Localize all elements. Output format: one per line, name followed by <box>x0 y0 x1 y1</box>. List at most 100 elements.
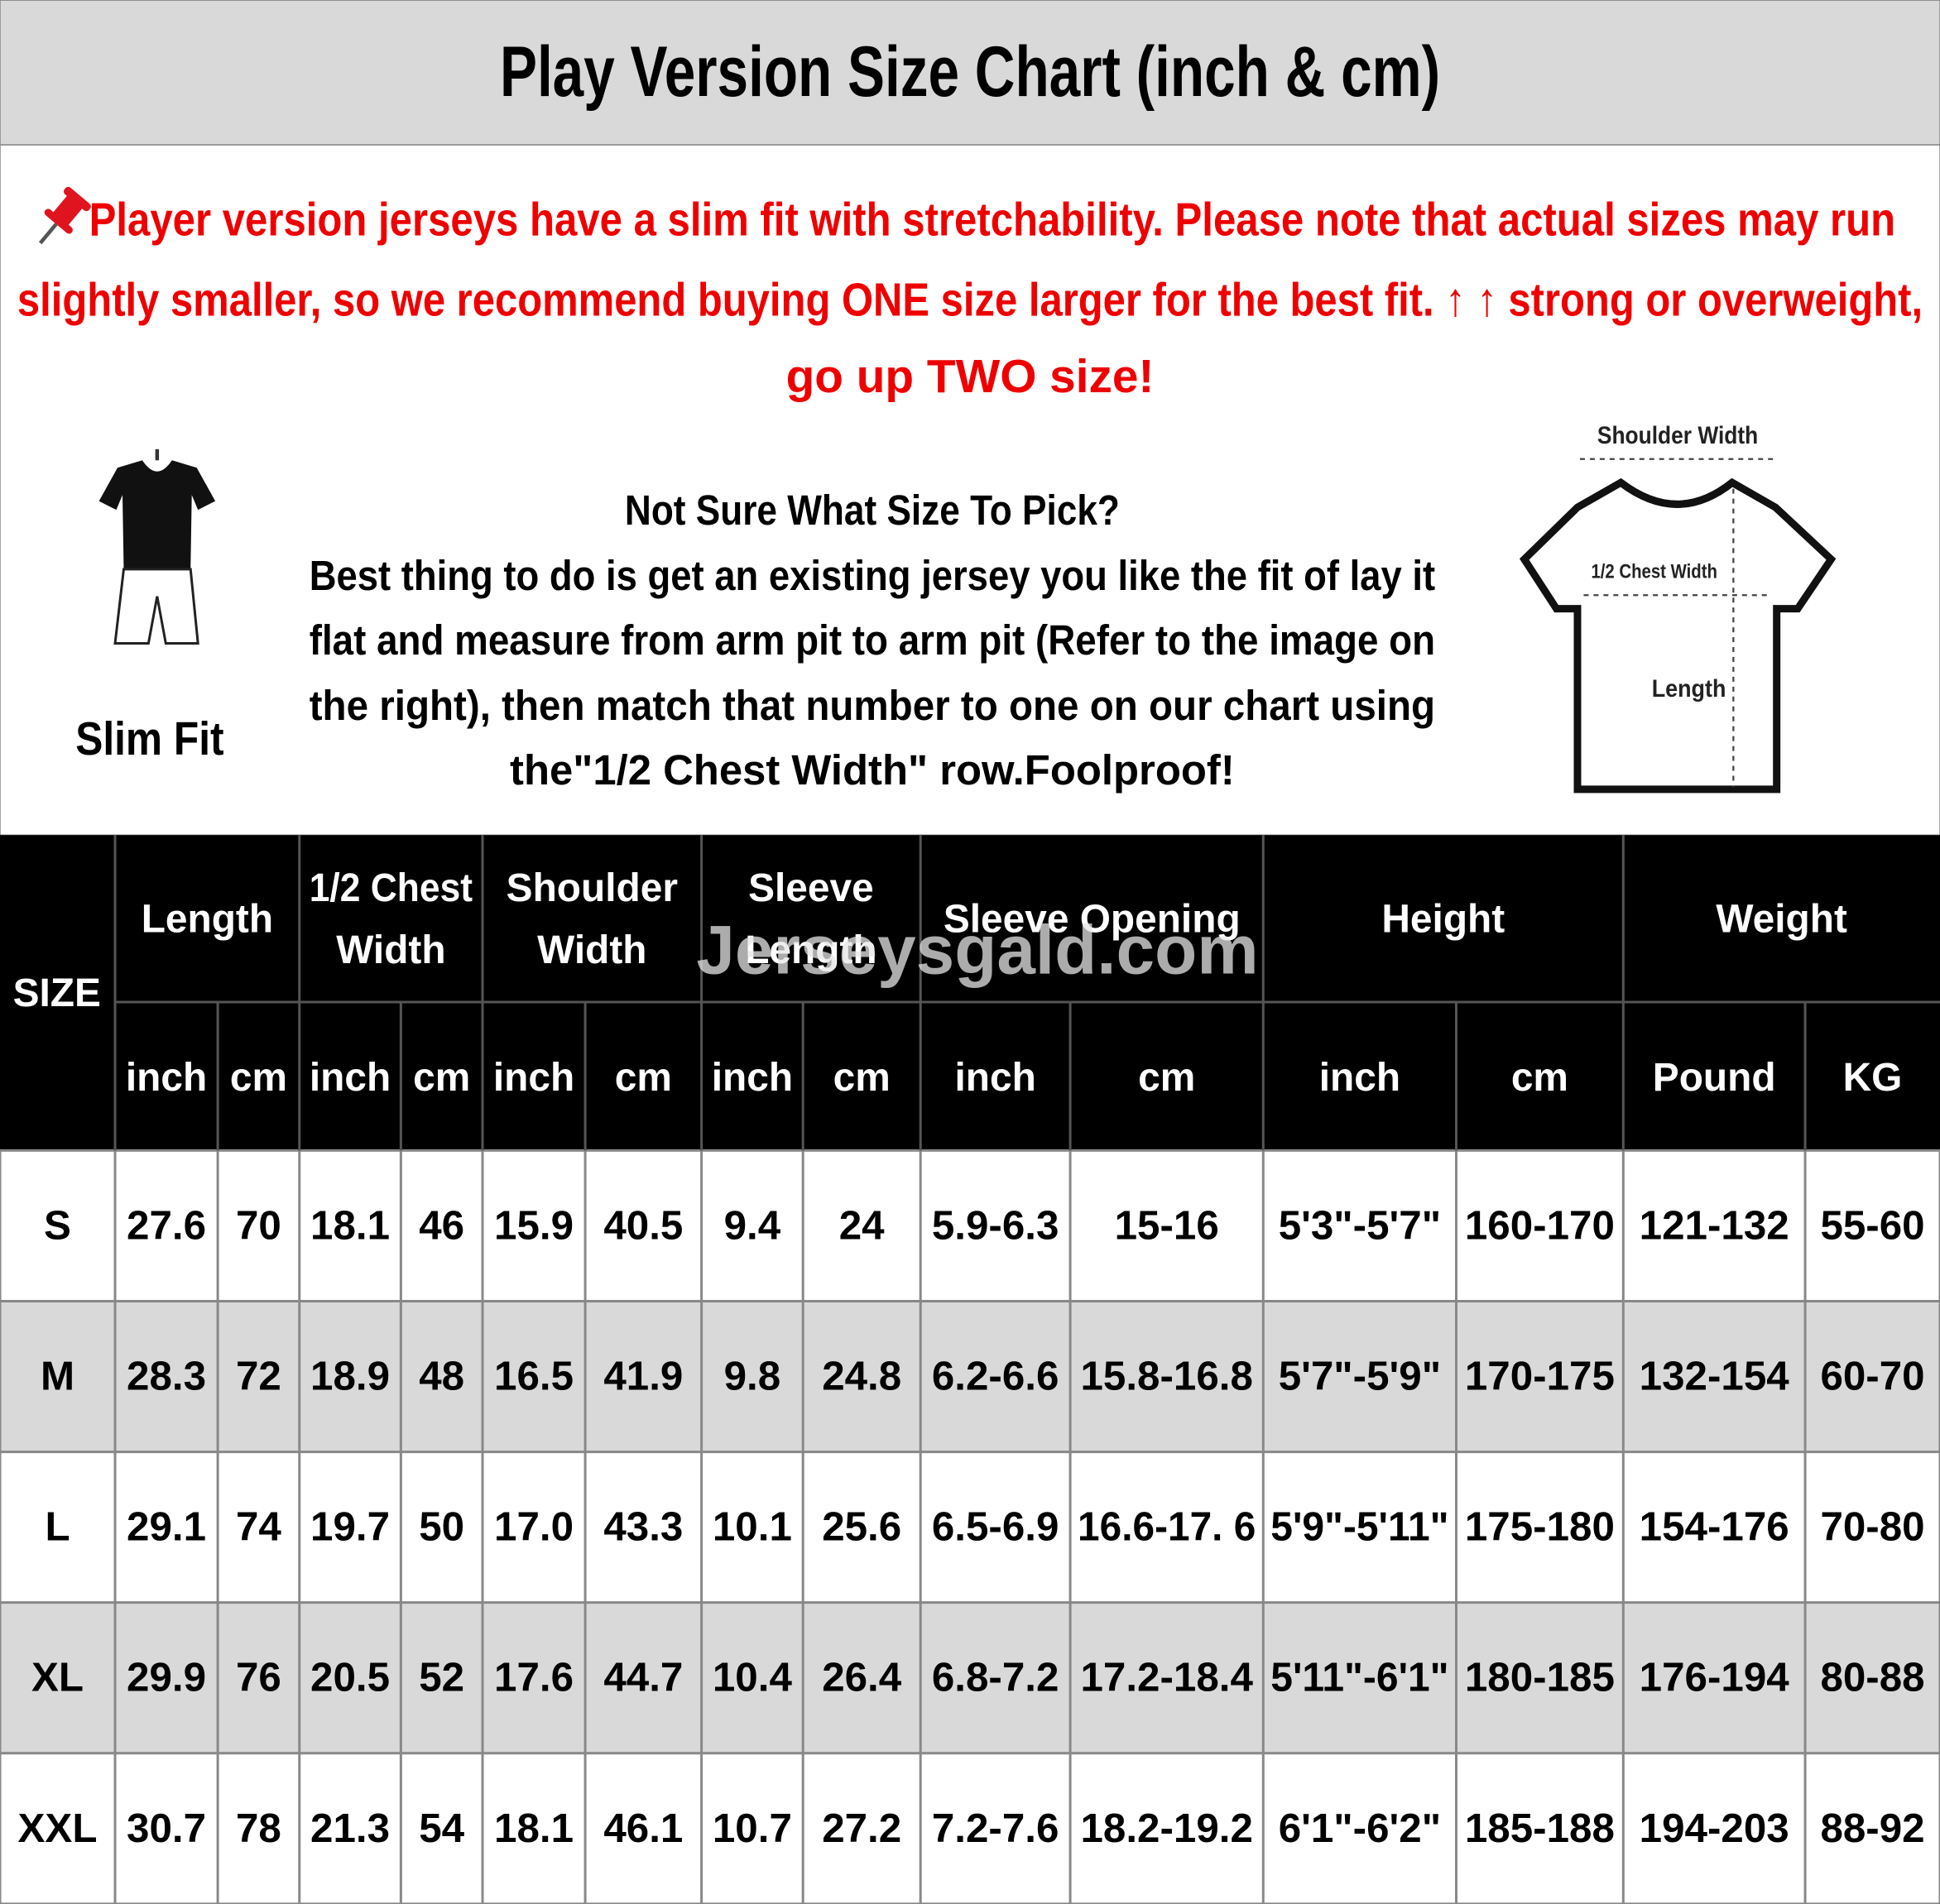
table-cell: 74 <box>236 1504 281 1550</box>
table-cell: 9.4 <box>724 1202 781 1248</box>
size-header: SIZE <box>13 971 101 1015</box>
sub-header: inch <box>954 1056 1035 1100</box>
table-cell: 194-203 <box>1640 1806 1789 1851</box>
sub-header: inch <box>126 1056 207 1100</box>
table-header <box>0 835 1940 1151</box>
table-cell: 7.2-7.6 <box>932 1806 1059 1851</box>
table-cell: 170-175 <box>1465 1354 1615 1399</box>
fit-label: Slim Fit <box>75 713 223 765</box>
table-row <box>0 1753 1940 1904</box>
group-header: Width <box>537 928 646 972</box>
table-cell: 15.8-16.8 <box>1080 1354 1252 1399</box>
table-cell: S <box>44 1202 71 1248</box>
table-cell: 41.9 <box>603 1354 683 1399</box>
group-header: Weight <box>1716 898 1847 942</box>
table-cell: 160-170 <box>1465 1202 1615 1248</box>
table-cell: 40.5 <box>603 1202 683 1248</box>
slim-fit-figure <box>98 448 216 645</box>
table-cell: 5'7"-5'9" <box>1279 1354 1441 1399</box>
table-cell: 18.9 <box>310 1354 390 1399</box>
sub-header: cm <box>230 1056 287 1100</box>
group-header: Shoulder <box>507 866 678 910</box>
group-header: Length <box>142 898 273 942</box>
table-cell: 10.4 <box>713 1655 793 1700</box>
table-cell: 24.8 <box>822 1354 901 1399</box>
group-header: Width <box>336 928 445 972</box>
title-bar <box>0 0 1940 146</box>
table-row <box>0 1301 1940 1452</box>
table-cell: 17.0 <box>494 1504 574 1550</box>
notice-line: go up TWO size! <box>786 351 1155 403</box>
table-cell: 70 <box>236 1202 281 1248</box>
table-cell: 17.2-18.4 <box>1080 1655 1253 1700</box>
table-cell: 121-132 <box>1640 1202 1789 1248</box>
table-cell: 52 <box>419 1655 464 1700</box>
sub-header: cm <box>615 1056 672 1100</box>
table-cell: 76 <box>236 1655 281 1700</box>
table-cell: 5'9"-5'11" <box>1270 1504 1448 1550</box>
table-cell: 15.9 <box>494 1202 574 1248</box>
table-cell: 9.8 <box>724 1354 781 1399</box>
table-cell: 29.9 <box>127 1655 206 1700</box>
table-cell: XXL <box>18 1806 98 1851</box>
shirt-diagram <box>1519 458 1837 794</box>
table-cell: 43.3 <box>603 1504 683 1550</box>
table-cell: 17.6 <box>494 1655 574 1700</box>
pin-icon <box>38 186 91 245</box>
table-cell: 88-92 <box>1820 1806 1924 1851</box>
group-header: 1/2 Chest <box>310 866 473 910</box>
advice-line: Best thing to do is get an existing jers… <box>310 552 1435 599</box>
table-cell: 24 <box>839 1202 885 1248</box>
sub-header: inch <box>310 1056 391 1100</box>
table-cell: 29.1 <box>127 1504 206 1550</box>
table-cell: 72 <box>236 1354 281 1399</box>
table-cell: 80-88 <box>1820 1655 1924 1700</box>
sub-header: inch <box>712 1056 793 1100</box>
table-row <box>0 1150 1940 1302</box>
title: Play Version Size Chart (inch & cm) <box>500 32 1440 112</box>
notice-line: slightly smaller, so we recommend buying… <box>17 274 1923 326</box>
watermark: Jerseysgald.com <box>696 910 1258 988</box>
table-row <box>0 1451 1940 1603</box>
table-cell: 26.4 <box>822 1655 902 1700</box>
table-cell: 5'3"-5'7" <box>1279 1202 1441 1248</box>
diagram-label: Shoulder Width <box>1597 422 1758 449</box>
group-header: Length <box>745 928 876 972</box>
info-panel <box>0 144 1940 836</box>
advice-line: flat and measure from arm pit to arm pit… <box>310 616 1435 664</box>
table-cell: 6.2-6.6 <box>932 1354 1059 1399</box>
table-cell: 48 <box>419 1354 464 1399</box>
notice-line: Player version jerseys have a slim fit w… <box>89 194 1896 246</box>
table-cell: XL <box>31 1655 84 1700</box>
table-cell: 132-154 <box>1640 1354 1790 1399</box>
table-cell: 27.6 <box>127 1202 206 1248</box>
sub-header: cm <box>833 1056 891 1100</box>
diagram-label: 1/2 Chest Width <box>1591 561 1717 583</box>
table-cell: 55-60 <box>1820 1202 1924 1248</box>
table-cell: 6.8-7.2 <box>932 1655 1059 1700</box>
table-cell: 54 <box>419 1806 464 1851</box>
group-header: Sleeve Opening <box>944 898 1241 942</box>
table-cell: 44.7 <box>603 1655 683 1700</box>
sub-header: cm <box>413 1056 470 1100</box>
table-cell: 6'1"-6'2" <box>1279 1806 1441 1851</box>
table-cell: 19.7 <box>310 1504 390 1550</box>
table-cell: 10.7 <box>713 1806 792 1851</box>
table-cell: M <box>41 1354 74 1399</box>
table-cell: 180-185 <box>1465 1655 1615 1700</box>
table-row <box>0 1602 1940 1753</box>
advice-line: the"1/2 Chest Width" row.Foolproof! <box>510 746 1235 794</box>
table-cell: 78 <box>236 1806 281 1851</box>
advice-line: the right), then match that number to on… <box>310 682 1435 729</box>
table-cell: 30.7 <box>127 1806 206 1851</box>
sub-header: KG <box>1843 1056 1903 1100</box>
table-cell: 18.1 <box>310 1202 390 1248</box>
table-cell: 46.1 <box>603 1806 683 1851</box>
group-header: Height <box>1381 898 1505 942</box>
table-cell: 21.3 <box>310 1806 390 1851</box>
table-cell: L <box>45 1504 70 1550</box>
sub-header: cm <box>1138 1056 1195 1100</box>
table-cell: 175-180 <box>1465 1504 1615 1550</box>
